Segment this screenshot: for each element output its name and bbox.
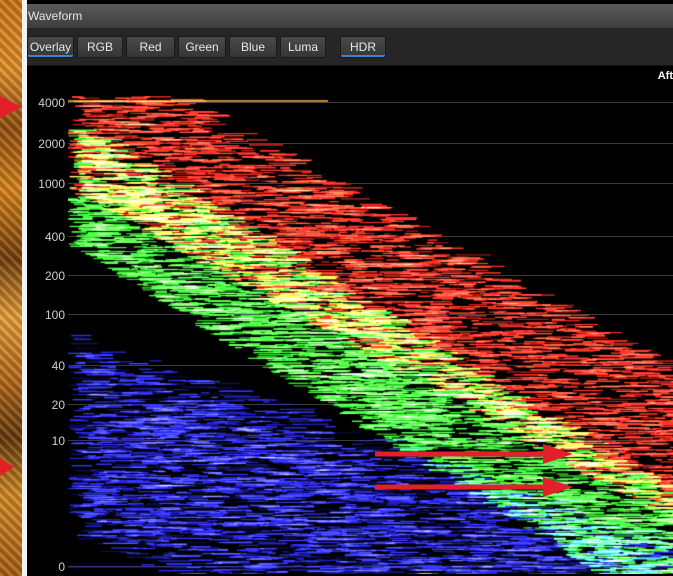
y-tick-label: 0 <box>58 560 65 574</box>
red-arrow-lower <box>375 477 573 497</box>
waveform-trace <box>68 96 673 574</box>
panel-divider <box>22 0 27 576</box>
y-tick-label: 10 <box>51 434 65 448</box>
tab-green[interactable]: Green <box>178 36 226 58</box>
window-title: Waveform <box>28 9 83 23</box>
tab-hdr[interactable]: HDR <box>340 36 386 58</box>
tab-rgb[interactable]: RGB <box>77 36 123 58</box>
tab-blue[interactable]: Blue <box>229 36 277 58</box>
corner-label: Aft <box>657 70 673 82</box>
y-tick-label: 4000 <box>38 96 65 110</box>
annotation-overlay <box>375 444 573 497</box>
y-tick-label: 2000 <box>38 137 65 151</box>
photo-thumbnail-strip <box>0 0 22 576</box>
title-bar: Waveform <box>27 4 673 29</box>
tab-luma[interactable]: Luma <box>280 36 326 58</box>
y-tick-label: 400 <box>44 230 65 244</box>
red-arrow-head-upper <box>0 96 22 118</box>
waveform-display: Aft 4000 2000 1000 400 200 100 40 20 10 … <box>27 66 673 576</box>
y-tick-label: 1000 <box>38 177 65 191</box>
y-tick-label: 200 <box>44 269 65 283</box>
waveform-window: Waveform Overlay RGB Red Green Blue Luma… <box>27 0 673 576</box>
y-tick-label: 40 <box>51 359 65 373</box>
y-tick-label: 20 <box>51 398 65 412</box>
red-arrow-head-lower <box>0 458 14 476</box>
red-arrow-upper <box>375 444 573 464</box>
tab-red[interactable]: Red <box>126 36 175 58</box>
scope-mode-toolbar: Overlay RGB Red Green Blue Luma HDR <box>27 29 673 66</box>
tab-overlay[interactable]: Overlay <box>27 36 74 58</box>
y-tick-label: 100 <box>44 308 65 322</box>
